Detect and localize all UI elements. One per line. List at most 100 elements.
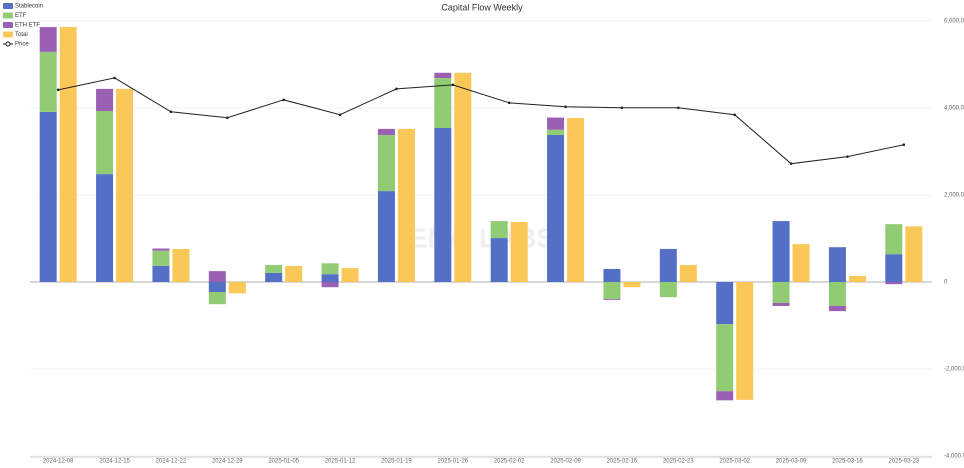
bar [905,226,923,282]
legend-swatch [3,3,13,9]
bar [341,268,359,282]
bar [772,302,790,306]
bar [885,254,903,282]
price-point [620,106,624,110]
bar [152,265,170,282]
bar [152,250,170,266]
price-point [789,162,793,165]
price-point [338,113,342,117]
legend-label: Stablecoin [15,4,43,10]
bar [39,27,57,52]
bar [39,51,57,112]
price-point [113,76,116,80]
y-tick-label: 0 [944,280,948,286]
x-tick-label: 2025-02-02 [494,459,525,465]
bar [377,134,395,192]
bar [510,221,528,282]
x-tick-label: 2024-12-15 [99,459,130,465]
legend-swatch [3,12,13,19]
bar [772,221,790,282]
bar [321,282,339,288]
legend-label: ETF [15,13,27,19]
x-tick-label: 2025-02-09 [550,459,581,465]
bar [792,244,810,282]
price-point [226,116,229,120]
bar [285,265,303,282]
y-tick-label: -2,000,000,000 [944,367,964,373]
bar [434,77,452,129]
bar [772,282,790,303]
bar [547,117,565,130]
x-tick-label: 2024-12-29 [212,459,243,465]
bar [228,282,246,294]
bar [397,128,415,282]
legend: Stablecoin ETF ETH ETF Total Price [3,3,43,48]
bar [377,128,395,135]
price-point [677,106,680,110]
bar [96,88,114,112]
bar [39,111,57,282]
bar [716,282,734,325]
x-tick-label: 2024-12-22 [156,459,187,465]
x-tick-label: 2025-01-05 [268,459,299,465]
price-point [56,88,60,92]
x-tick-label: 2025-01-19 [381,459,412,465]
legend-swatch [3,31,13,38]
x-tick-label: 2025-03-23 [888,459,919,465]
bar [434,128,452,282]
price-point [451,83,455,87]
bar [547,134,565,282]
bar [377,191,395,282]
x-tick-label: 2024-12-08 [43,459,74,465]
bar [736,282,754,400]
bar [116,88,134,282]
bar [490,221,508,239]
legend-marker [5,41,11,47]
x-tick-label: 2025-03-02 [719,459,750,465]
watermark: EMC LABS [409,222,555,253]
bar [885,224,903,255]
x-tick-label: 2025-01-26 [437,459,468,465]
x-tick-label: 2025-03-16 [832,459,863,465]
bar [603,298,621,300]
price-point [733,113,736,117]
bar [679,265,697,282]
bar [716,391,734,401]
y-tick-label: 6,000,000,000 [944,19,964,25]
bar [716,324,734,392]
legend-label: Total [15,32,28,38]
bar [265,265,283,273]
bar [547,129,565,135]
bar [96,174,114,282]
bar [454,72,472,282]
bar [59,27,77,283]
price-point [395,87,398,91]
bar [208,292,226,305]
bar [885,282,903,285]
bar [172,248,190,282]
bar [321,263,339,275]
legend-label: Price [15,42,29,48]
bar [321,274,339,282]
chart-title: Capital Flow Weekly [441,2,523,12]
bar [208,282,226,293]
price-point [846,155,849,158]
bar [434,72,452,78]
x-tick-label: 2025-01-12 [325,459,356,465]
bar [603,282,621,299]
legend-label: ETH ETF [15,23,40,29]
bar [828,305,846,312]
bar [265,272,283,282]
y-tick-label: -4,000,000,000 [944,454,964,460]
y-tick-label: 4,000,000,000 [944,106,964,112]
y-tick-label: 2,000,000,000 [944,193,964,199]
legend-swatch [3,22,13,28]
price-point [169,110,173,114]
price-line [58,77,904,165]
bar [490,238,508,282]
price-point [564,105,567,109]
price-point [507,101,511,105]
bar [623,282,641,288]
x-tick-label: 2025-02-23 [663,459,694,465]
